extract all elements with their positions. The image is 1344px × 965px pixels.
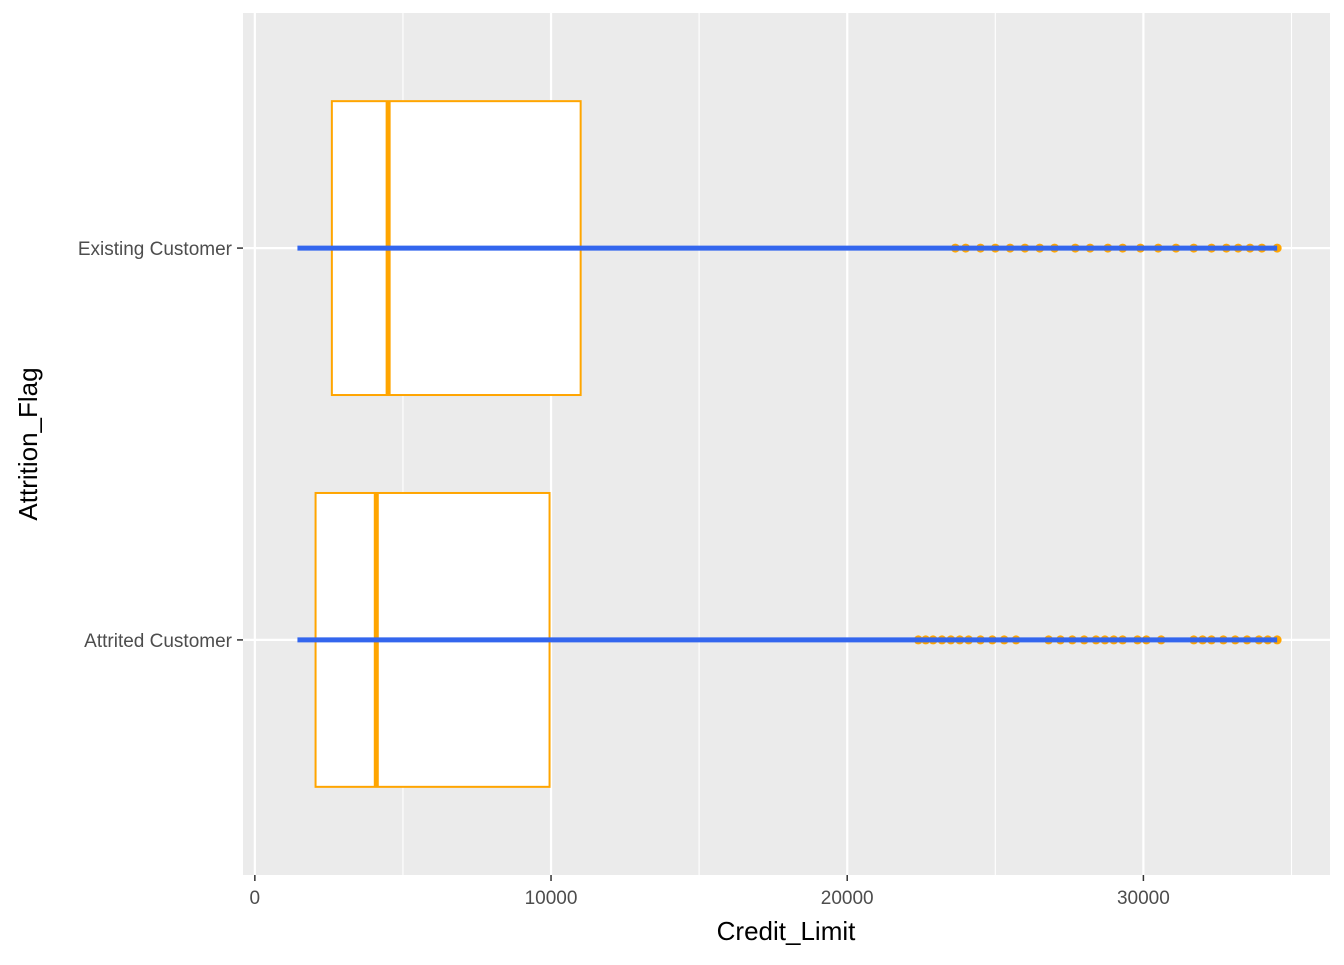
y-axis-title: Attrition_Flag — [13, 367, 43, 520]
y-tick-label: Existing Customer — [78, 239, 233, 260]
x-tick-label: 30000 — [1117, 888, 1170, 909]
y-tick-label: Attrited Customer — [84, 631, 232, 652]
axis-layer: 0 10000 20000 30000 Existing Customer Attrite… — [78, 239, 1170, 909]
x-tick-label: 10000 — [525, 888, 578, 909]
box-existing-customer — [297, 100, 1282, 397]
x-tick-label: 20000 — [821, 888, 874, 909]
box-layer — [297, 100, 1282, 788]
box-attrited-customer — [297, 491, 1282, 788]
x-tick-label: 0 — [250, 888, 261, 909]
x-axis-title: Credit_Limit — [717, 916, 856, 946]
